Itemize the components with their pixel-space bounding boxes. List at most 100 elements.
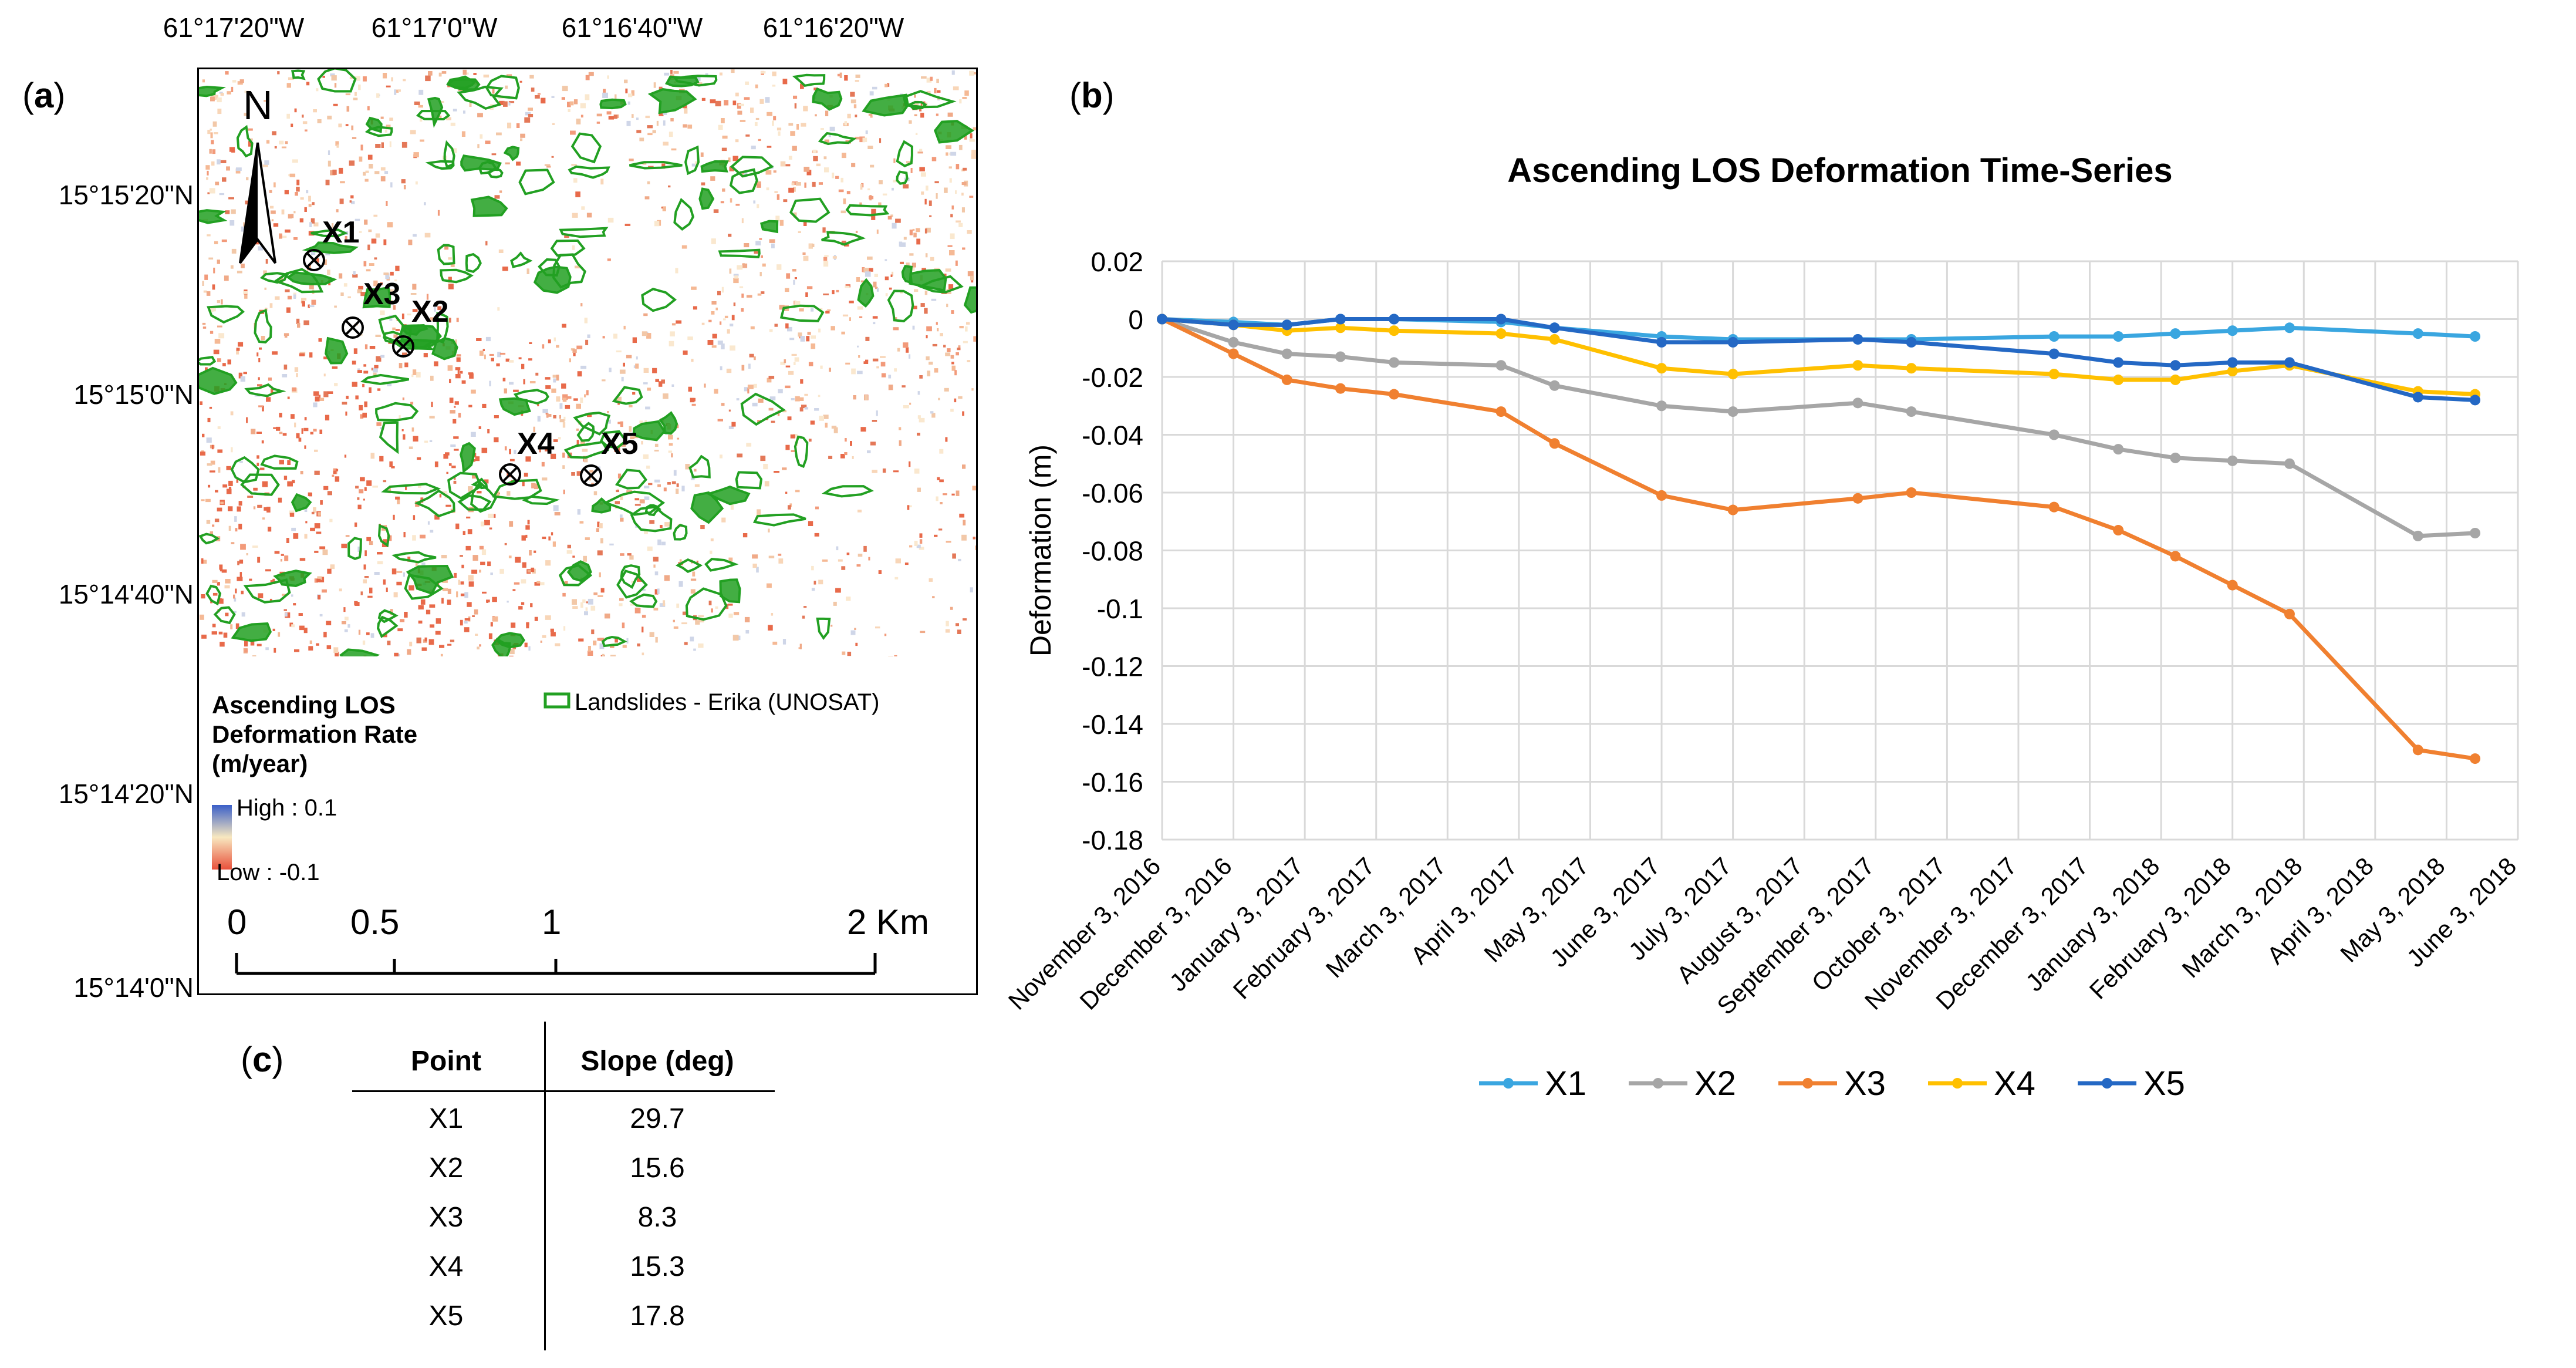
deformation-pixel: [971, 388, 974, 391]
deformation-pixel: [248, 138, 253, 141]
deformation-pixel: [287, 481, 293, 487]
deformation-pixel: [308, 646, 313, 651]
deformation-pixel: [862, 137, 867, 142]
deformation-pixel: [353, 271, 356, 275]
deformation-pixel: [602, 92, 608, 98]
deformation-pixel: [358, 285, 363, 290]
deformation-pixel: [917, 487, 921, 492]
deformation-pixel: [272, 578, 275, 584]
data-point-x5: [1906, 336, 1917, 348]
deformation-pixel: [256, 432, 262, 434]
deformation-pixel: [774, 191, 778, 193]
deformation-pixel: [788, 370, 794, 375]
landslide-polygon: [816, 617, 831, 641]
deformation-pixel: [963, 341, 968, 343]
deformation-pixel: [950, 151, 957, 156]
deformation-pixel: [224, 275, 229, 281]
deformation-pixel: [525, 456, 531, 462]
deformation-pixel: [893, 327, 899, 331]
deformation-pixel: [903, 237, 907, 240]
deformation-pixel: [408, 446, 413, 449]
deformation-pixel: [217, 260, 220, 264]
deformation-pixel: [521, 602, 525, 605]
deformation-pixel: [469, 373, 474, 379]
deformation-pixel: [494, 195, 500, 199]
deformation-pixel: [235, 528, 238, 532]
deformation-pixel: [402, 397, 404, 400]
deformation-pixel: [661, 541, 666, 545]
data-point-x2: [1281, 348, 1292, 359]
deformation-pixel: [479, 644, 481, 647]
deformation-pixel: [219, 564, 223, 570]
y-tick-label: -0.08: [1082, 536, 1143, 567]
deformation-pixel: [279, 234, 282, 238]
deformation-pixel: [303, 320, 309, 325]
deformation-pixel: [296, 318, 300, 324]
deformation-pixel: [705, 73, 708, 76]
deformation-pixel: [244, 293, 248, 299]
deformation-pixel: [283, 609, 287, 611]
deformation-pixel: [373, 214, 378, 217]
deformation-pixel: [285, 289, 290, 292]
deformation-pixel: [405, 484, 407, 490]
deformation-pixel: [288, 77, 294, 80]
deformation-pixel: [580, 103, 586, 109]
landslide-polygon: [616, 570, 648, 599]
deformation-pixel: [351, 201, 355, 204]
deformation-pixel: [661, 379, 665, 384]
deformation-pixel: [687, 124, 693, 129]
deformation-pixel: [659, 603, 666, 607]
deformation-pixel: [586, 601, 590, 604]
deformation-pixel: [380, 116, 384, 119]
north-arrow-icon: [239, 142, 276, 264]
deformation-pixel: [234, 597, 237, 602]
deformation-pixel: [497, 352, 501, 358]
deformation-pixel: [639, 420, 643, 424]
deformation-pixel: [248, 128, 253, 131]
deformation-pixel: [717, 419, 723, 422]
landslide-polygon: [310, 228, 348, 238]
deformation-pixel: [925, 227, 931, 233]
deformation-pixel: [201, 499, 205, 501]
landslide-polygon: [909, 269, 947, 292]
landslide-polygon: [260, 454, 299, 470]
deformation-pixel: [509, 360, 514, 363]
deformation-pixel: [615, 94, 617, 100]
landslide-polygon: [503, 146, 520, 161]
deformation-pixel: [673, 626, 678, 629]
deformation-pixel: [673, 470, 677, 476]
deformation-pixel: [441, 555, 447, 558]
deformation-pixel: [274, 648, 276, 653]
deformation-pixel: [701, 97, 705, 101]
deformation-pixel: [719, 72, 723, 76]
deformation-pixel: [484, 479, 489, 484]
deformation-pixel: [693, 306, 697, 310]
deformation-pixel: [662, 206, 666, 211]
deformation-pixel: [292, 387, 297, 392]
deformation-pixel: [708, 601, 712, 605]
deformation-pixel: [829, 368, 831, 372]
deformation-pixel: [319, 397, 325, 401]
deformation-pixel: [407, 649, 411, 655]
deformation-pixel: [639, 137, 644, 141]
deformation-pixel: [893, 317, 897, 320]
deformation-pixel: [490, 622, 493, 627]
deformation-pixel: [868, 557, 870, 561]
deformation-pixel: [261, 336, 265, 341]
legend-label-x1: X1: [1545, 1064, 1586, 1103]
deformation-pixel: [219, 193, 225, 196]
deformation-pixel: [558, 437, 561, 440]
deformation-pixel: [516, 123, 520, 128]
deformation-pixel: [231, 86, 234, 92]
deformation-pixel: [929, 215, 932, 217]
deformation-pixel: [692, 571, 696, 577]
deformation-pixel: [850, 92, 855, 97]
deformation-pixel: [878, 570, 882, 574]
deformation-pixel: [744, 616, 750, 622]
deformation-pixel: [631, 581, 635, 584]
landslide-polygon: [675, 558, 703, 573]
landslide-polygon: [659, 411, 678, 435]
deformation-pixel: [661, 163, 666, 169]
deformation-pixel: [964, 90, 969, 96]
deformation-pixel: [956, 623, 959, 626]
